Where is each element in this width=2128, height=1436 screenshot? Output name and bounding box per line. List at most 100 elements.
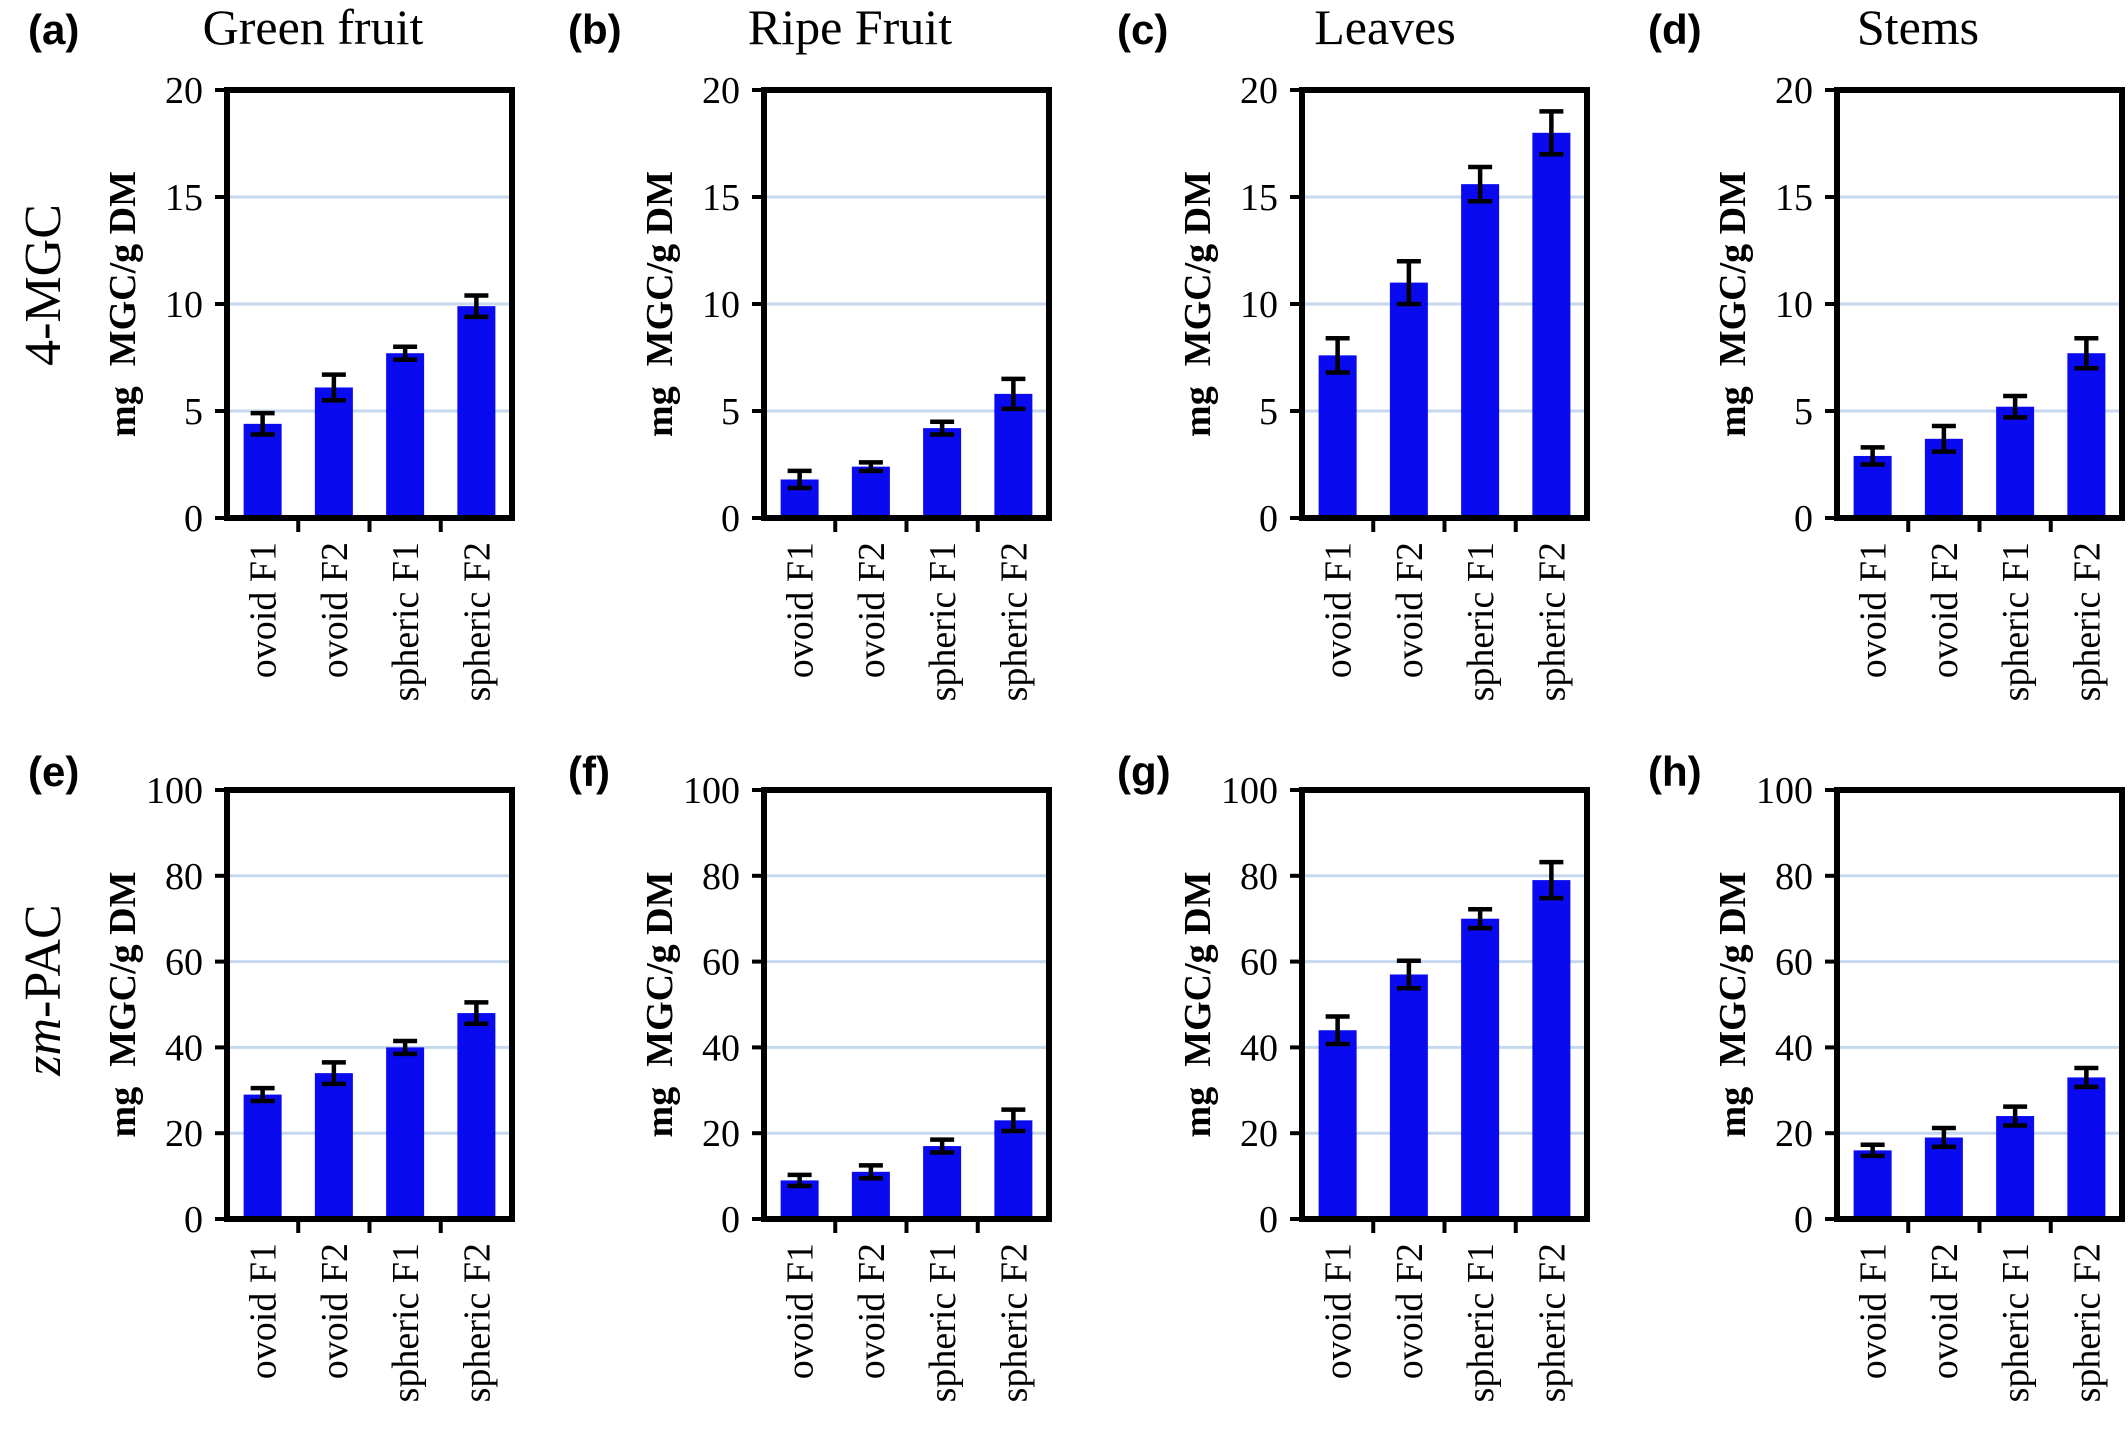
y-axis-quantity: MGC/g DM	[1712, 171, 1754, 366]
y-axis-quantity: MGC/g DM	[1177, 872, 1219, 1067]
y-axis-quantity: MGC/g DM	[102, 872, 144, 1067]
y-tick-label: 20	[702, 1113, 740, 1155]
y-axis-quantity: MGC/g DM	[639, 171, 681, 366]
bar	[457, 306, 496, 518]
y-tick-label: 10	[702, 284, 740, 326]
x-category-label: spheric F1	[385, 542, 427, 701]
panel-letter: (a)	[28, 6, 79, 53]
y-tick-label: 40	[1240, 1027, 1278, 1069]
x-category-label: ovoid F1	[243, 1243, 285, 1379]
y-tick-label: 100	[1221, 770, 1278, 812]
x-category-label: ovoid F2	[1924, 1243, 1966, 1379]
y-axis-quantity: MGC/g DM	[102, 171, 144, 366]
chart-panel-g: 0 20 40 60 80 100 ovoid F1 ovoid F2 spheric F1 sp…	[1117, 748, 1590, 1402]
x-category-label: spheric F1	[1460, 1243, 1502, 1402]
y-tick-label: 0	[1259, 498, 1278, 540]
y-axis-unit: mg	[1177, 386, 1219, 437]
bar	[386, 353, 425, 518]
bar	[1461, 184, 1500, 518]
bar	[1389, 282, 1428, 518]
y-tick-label: 0	[1259, 1199, 1278, 1241]
y-tick-label: 15	[702, 177, 740, 219]
y-axis-unit: mg	[639, 1087, 681, 1138]
panel-title: Ripe Fruit	[748, 0, 952, 55]
y-tick-label: 20	[1240, 70, 1278, 112]
y-tick-label: 0	[1794, 1199, 1813, 1241]
y-tick-label: 60	[1240, 942, 1278, 984]
x-category-label: spheric F2	[2066, 542, 2108, 701]
chart-panel-b: 0 5 10 15 20 ovoid F1 ovoid F2 spheric F1 spheri…	[568, 0, 1052, 701]
y-axis-label: mg MGC/g DM	[1177, 872, 1219, 1138]
bar	[1924, 1137, 1963, 1219]
x-category-label: ovoid F1	[780, 1243, 822, 1379]
bar	[2067, 1077, 2106, 1219]
y-tick-label: 60	[702, 942, 740, 984]
y-tick-label: 40	[165, 1027, 203, 1069]
panels: 0 5 10 15 20 ovoid F1 ovoid F2 spheric F1 spheri…	[28, 0, 2125, 1402]
y-tick-label: 5	[721, 391, 740, 433]
y-axis-quantity: MGC/g DM	[639, 872, 681, 1067]
y-tick-label: 60	[165, 942, 203, 984]
y-tick-label: 20	[702, 70, 740, 112]
panel-title: Leaves	[1314, 0, 1456, 55]
y-tick-label: 40	[1775, 1027, 1813, 1069]
x-category-label: spheric F1	[1995, 1243, 2037, 1402]
panel-letter: (c)	[1117, 6, 1168, 53]
panel-letter: (b)	[568, 6, 622, 53]
x-category-label: ovoid F2	[1924, 542, 1966, 678]
bar	[2067, 353, 2106, 518]
chart-panel-h: 0 20 40 60 80 100 ovoid F1 ovoid F2 spheric F1 sp…	[1648, 748, 2125, 1402]
x-category-label: spheric F1	[385, 1243, 427, 1402]
y-tick-label: 10	[1240, 284, 1278, 326]
bar	[386, 1047, 425, 1219]
y-axis-label: mg MGC/g DM	[1712, 872, 1754, 1138]
y-axis-unit: mg	[102, 386, 144, 437]
row-title-4mgc: 4-MGC	[15, 204, 72, 366]
y-tick-label: 100	[1756, 770, 1813, 812]
y-tick-label: 0	[1794, 498, 1813, 540]
panel-title: Stems	[1857, 0, 1979, 55]
y-tick-label: 10	[1775, 284, 1813, 326]
y-tick-label: 5	[1259, 391, 1278, 433]
row-title-prefix: zm-	[15, 1001, 72, 1077]
y-axis-unit: mg	[639, 386, 681, 437]
y-tick-label: 10	[165, 284, 203, 326]
x-category-label: ovoid F2	[314, 1243, 356, 1379]
y-axis-unit: mg	[1712, 386, 1754, 437]
chart-panel-e: 0 20 40 60 80 100 ovoid F1 ovoid F2 spheric F1 sp…	[28, 748, 515, 1402]
bar	[314, 1073, 353, 1219]
chart-panel-f: 0 20 40 60 80 100 ovoid F1 ovoid F2 spheric F1 sp…	[568, 748, 1052, 1402]
y-axis-quantity: MGC/g DM	[1712, 872, 1754, 1067]
x-category-label: ovoid F1	[1318, 542, 1360, 678]
bar	[923, 428, 962, 518]
y-tick-label: 0	[184, 1199, 203, 1241]
chart-panel-c: 0 5 10 15 20 ovoid F1 ovoid F2 spheric F1 spheri…	[1117, 0, 1590, 701]
y-axis-label: mg MGC/g DM	[102, 171, 144, 437]
x-category-label: ovoid F1	[243, 542, 285, 678]
panel-letter: (d)	[1648, 6, 1702, 53]
y-axis-label: mg MGC/g DM	[639, 171, 681, 437]
bar	[1996, 1116, 2035, 1219]
x-category-label: spheric F1	[1460, 542, 1502, 701]
y-tick-label: 20	[1775, 1113, 1813, 1155]
x-category-label: ovoid F1	[1853, 1243, 1895, 1379]
y-tick-label: 40	[702, 1027, 740, 1069]
y-tick-label: 100	[146, 770, 203, 812]
y-tick-label: 20	[165, 70, 203, 112]
panel-title: Green fruit	[203, 0, 424, 55]
row-title-zm-pac: zm-PAC	[15, 904, 72, 1077]
x-category-label: ovoid F2	[851, 542, 893, 678]
bar	[1461, 918, 1500, 1219]
bar	[243, 1094, 282, 1219]
x-category-label: ovoid F2	[851, 1243, 893, 1379]
x-category-label: spheric F2	[456, 542, 498, 701]
bar	[1318, 355, 1357, 518]
bar	[243, 423, 282, 518]
bar	[923, 1146, 962, 1219]
y-tick-label: 0	[184, 498, 203, 540]
y-tick-label: 80	[702, 856, 740, 898]
y-tick-label: 20	[165, 1113, 203, 1155]
chart-panel-a: 0 5 10 15 20 ovoid F1 ovoid F2 spheric F1 spheri…	[28, 0, 515, 701]
y-tick-label: 0	[721, 498, 740, 540]
y-tick-label: 15	[1240, 177, 1278, 219]
